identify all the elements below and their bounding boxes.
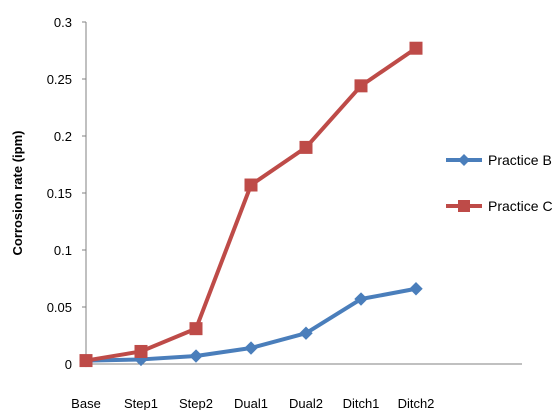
x-tick-label: Ditch1 — [343, 396, 380, 410]
series-practice-c — [79, 41, 423, 368]
x-tick-label: Dual2 — [289, 396, 323, 410]
y-tick-label: 0.2 — [54, 129, 72, 144]
data-point-marker — [79, 354, 93, 368]
data-point-marker — [354, 292, 368, 306]
data-point-marker — [409, 41, 423, 55]
data-point-marker — [409, 282, 423, 296]
series-line — [84, 46, 418, 363]
y-tick-label: 0.15 — [47, 186, 72, 201]
y-tick-label: 0.05 — [47, 300, 72, 315]
data-point-marker — [189, 322, 203, 336]
x-tick-label: Base — [71, 396, 101, 410]
y-tick-label: 0.1 — [54, 243, 72, 258]
legend-item: Practice C — [446, 198, 553, 214]
data-point-marker — [244, 341, 258, 355]
y-tick-label: 0 — [65, 357, 72, 372]
x-axis: Base Step1 Step2 Dual1 Dual2 Ditch1 Ditch2 — [71, 363, 522, 410]
legend-marker — [458, 200, 470, 212]
data-point-marker — [299, 326, 313, 340]
legend-marker — [458, 154, 470, 166]
y-axis: 0 0.05 0.1 0.15 0.2 0.25 0.3 — [47, 15, 87, 372]
legend-item: Practice B — [446, 152, 552, 168]
legend-label: Practice C — [488, 198, 553, 214]
data-point-marker — [244, 178, 258, 192]
y-axis-title: Corrosion rate (ipm) — [10, 131, 25, 256]
data-point-marker — [299, 140, 313, 154]
x-tick-label: Ditch2 — [398, 396, 435, 410]
x-tick-label: Dual1 — [234, 396, 268, 410]
data-point-marker — [134, 344, 148, 358]
y-tick-label: 0.25 — [47, 72, 72, 87]
data-point-marker — [189, 349, 203, 363]
legend-label: Practice B — [488, 152, 552, 168]
data-point-marker — [354, 79, 368, 93]
x-tick-label: Step1 — [124, 396, 158, 410]
y-tick-label: 0.3 — [54, 15, 72, 30]
legend: Practice B Practice C — [446, 152, 553, 214]
series-layer — [79, 41, 423, 368]
x-tick-label: Step2 — [179, 396, 213, 410]
